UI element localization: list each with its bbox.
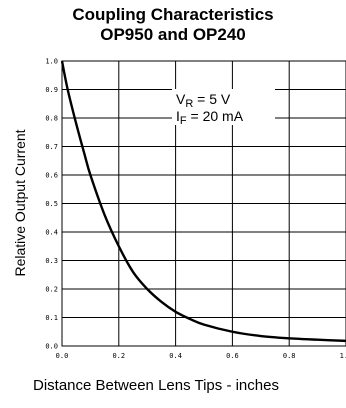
y-tick-label: 0.2 (45, 286, 58, 294)
chart-title: Coupling Characteristics (72, 5, 274, 24)
y-axis-label: Relative Output Current (12, 129, 28, 276)
annotation-vr-base: V (176, 91, 186, 107)
plot-frame (61, 60, 346, 347)
y-tick-label: 0.8 (45, 115, 58, 123)
annotation-if-base: I (176, 108, 180, 124)
series-line (60, 60, 346, 343)
y-tick-label: 0.5 (45, 200, 58, 208)
x-tick-label: 0.2 (112, 352, 125, 360)
y-tick-label: 0.9 (45, 86, 58, 94)
y-tick-label: 0.7 (45, 143, 58, 151)
y-tick-label: 0.4 (45, 229, 58, 237)
y-tick-label: 0.6 (45, 172, 58, 180)
annotation-vr-sub: R (185, 98, 193, 110)
y-tick-label: 0.0 (45, 343, 58, 351)
x-tick-label: 0.6 (226, 352, 239, 360)
annotation-background (172, 89, 275, 125)
y-tick-label: 0.3 (45, 257, 58, 265)
y-tick-labels: 0.0 0.1 0.2 0.3 0.4 0.5 0.6 0.7 0.8 0.9 1.0 (45, 58, 58, 351)
annotation-vr-rest: = 5 V (193, 91, 231, 107)
annotation-vr: VR = 5 V (176, 91, 231, 110)
x-axis-label: Distance Between Lens Tips - inches (33, 377, 279, 394)
x-tick-label: 0.4 (169, 352, 182, 360)
annotation-if: IF = 20 mA (176, 108, 244, 127)
x-tick-labels: 0.0 0.2 0.4 0.6 0.8 1.0 (56, 352, 346, 360)
annotation-if-rest: = 20 mA (187, 108, 244, 124)
annotation-if-sub: F (180, 115, 187, 127)
y-tick-label: 0.1 (45, 314, 58, 322)
x-tick-label: 1.0 (340, 352, 346, 360)
x-tick-label: 0.8 (283, 352, 296, 360)
x-tick-label: 0.0 (56, 352, 69, 360)
chart-subtitle: OP950 and OP240 (100, 25, 246, 44)
y-tick-label: 1.0 (45, 58, 58, 66)
